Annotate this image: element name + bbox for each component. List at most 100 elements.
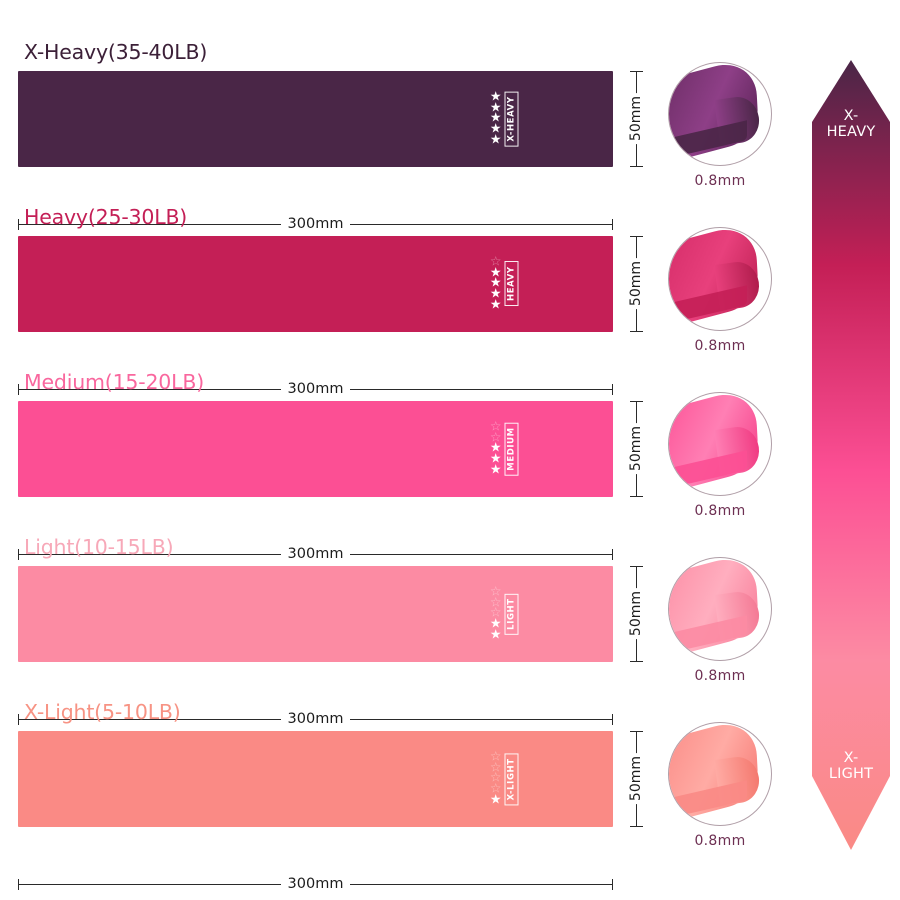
band-badge-heavy: ★ ★ ★ ★ ☆ HEAVY: [489, 256, 518, 312]
star-rating-light: ★ ★ ☆ ☆ ☆: [489, 584, 502, 642]
thickness-circle: [668, 227, 772, 331]
band-badge-label-x-heavy: X-HEAVY: [504, 91, 518, 147]
arrow-shape: [812, 60, 890, 850]
dimension-cap: [18, 383, 19, 395]
star-icon: ★: [489, 616, 502, 632]
thickness-label-x-heavy: 0.8mm: [694, 173, 746, 189]
dimension-line: [350, 223, 612, 225]
star-outline-icon: ☆: [489, 430, 502, 446]
dimension-line: [350, 388, 612, 390]
width-dimension-light: 300mm: [18, 710, 613, 728]
star-icon: ★: [489, 131, 502, 147]
thickness-circle: [668, 722, 772, 826]
band-title-x-light: X-Light(5-10LB): [24, 700, 181, 724]
star-icon: ★: [489, 286, 502, 302]
band-badge-label-medium: MEDIUM: [504, 422, 518, 476]
star-icon: ★: [489, 275, 502, 291]
dimension-cap: [612, 218, 613, 230]
star-rating-x-heavy: ★ ★ ★ ★ ★: [489, 89, 502, 147]
height-dimension-medium: 50mm: [625, 401, 647, 497]
star-outline-icon: ☆: [489, 595, 502, 611]
band-swatch-heavy: ★ ★ ★ ★ ☆ HEAVY: [18, 236, 613, 332]
star-outline-icon: ☆: [489, 781, 502, 797]
arrow-bottom-label-line1: X-: [843, 750, 859, 766]
dimension-cap: [612, 878, 613, 890]
band-badge-x-heavy: ★ ★ ★ ★ ★ X-HEAVY: [489, 89, 518, 147]
band-swatch-x-light: ★ ☆ ☆ ☆ ☆ X-LIGHT: [18, 731, 613, 827]
star-icon: ★: [489, 451, 502, 467]
band-swatch-x-heavy: ★ ★ ★ ★ ★ X-HEAVY: [18, 71, 613, 167]
band-title-light: Light(10-15LB): [24, 535, 174, 559]
star-rating-heavy: ★ ★ ★ ★ ☆: [489, 256, 502, 312]
star-outline-icon: ☆: [489, 419, 502, 435]
resistance-gradient-arrow: X- HEAVY X- LIGHT: [812, 60, 890, 850]
band-title-heavy: Heavy(25-30LB): [24, 205, 188, 229]
dimension-cap: [18, 713, 19, 725]
arrow-top-label-line1: X-: [843, 108, 859, 124]
band-badge-light: ★ ★ ☆ ☆ ☆ LIGHT: [489, 584, 518, 642]
height-dimension-label: 50mm: [628, 423, 644, 475]
height-dimension-x-light: 50mm: [625, 731, 647, 827]
thickness-detail-medium: 0.8mm: [665, 392, 775, 519]
star-rating-x-light: ★ ☆ ☆ ☆ ☆: [489, 749, 502, 806]
dimension-line: [350, 883, 612, 885]
thickness-detail-x-heavy: 0.8mm: [665, 62, 775, 189]
band-title-medium: Medium(15-20LB): [24, 370, 205, 394]
width-dimension-label: 300mm: [287, 546, 344, 562]
dimension-cap: [612, 548, 613, 560]
dimension-cap: [18, 548, 19, 560]
dimension-cap: [18, 878, 19, 890]
width-dimension-medium: 300mm: [18, 545, 613, 563]
height-dimension-x-heavy: 50mm: [625, 71, 647, 167]
thickness-circle: [668, 62, 772, 166]
star-icon: ★: [489, 626, 502, 642]
thickness-circle: [668, 557, 772, 661]
dimension-line: [19, 388, 281, 390]
star-icon: ★: [489, 121, 502, 137]
width-dimension-label: 300mm: [287, 381, 344, 397]
dimension-line: [19, 553, 281, 555]
dimension-cap: [612, 383, 613, 395]
band-swatch-light: ★ ★ ☆ ☆ ☆ LIGHT: [18, 566, 613, 662]
thickness-label-medium: 0.8mm: [694, 503, 746, 519]
star-icon: ★: [489, 265, 502, 281]
star-outline-icon: ☆: [489, 770, 502, 786]
band-badge-label-light: LIGHT: [504, 593, 518, 635]
band-title-x-heavy: X-Heavy(35-40LB): [24, 40, 208, 64]
star-icon: ★: [489, 461, 502, 477]
width-dimension-x-heavy: 300mm: [18, 215, 613, 233]
star-icon: ★: [489, 110, 502, 126]
star-outline-icon: ☆: [489, 605, 502, 621]
dimension-cap: [612, 713, 613, 725]
band-badge-label-x-light: X-LIGHT: [504, 752, 518, 806]
thickness-detail-heavy: 0.8mm: [665, 227, 775, 354]
thickness-label-light: 0.8mm: [694, 668, 746, 684]
width-dimension-label: 300mm: [287, 711, 344, 727]
dimension-line: [19, 718, 281, 720]
arrow-top-label-line2: HEAVY: [826, 124, 876, 141]
arrow-top-label: X- HEAVY: [812, 108, 890, 140]
width-dimension-label: 300mm: [287, 216, 344, 232]
band-badge-x-light: ★ ☆ ☆ ☆ ☆ X-LIGHT: [489, 749, 518, 806]
star-icon: ★: [489, 296, 502, 312]
height-dimension-label: 50mm: [628, 588, 644, 640]
star-icon: ★: [489, 89, 502, 105]
band-badge-medium: ★ ★ ★ ☆ ☆ MEDIUM: [489, 419, 518, 477]
thickness-detail-light: 0.8mm: [665, 557, 775, 684]
width-dimension-label: 300mm: [287, 876, 344, 892]
band-badge-label-heavy: HEAVY: [504, 261, 518, 307]
dimension-line: [19, 223, 281, 225]
arrow-bottom-label: X- LIGHT: [812, 750, 890, 782]
dimension-line: [350, 553, 612, 555]
thickness-detail-x-light: 0.8mm: [665, 722, 775, 849]
star-outline-icon: ☆: [489, 749, 502, 765]
width-dimension-heavy: 300mm: [18, 380, 613, 398]
dimension-line: [350, 718, 612, 720]
dimension-line: [19, 883, 281, 885]
arrow-bottom-label-line2: LIGHT: [828, 766, 874, 783]
star-outline-icon: ☆: [489, 584, 502, 600]
dimension-cap: [18, 218, 19, 230]
star-outline-icon: ☆: [489, 760, 502, 776]
height-dimension-label: 50mm: [628, 753, 644, 805]
thickness-label-heavy: 0.8mm: [694, 338, 746, 354]
